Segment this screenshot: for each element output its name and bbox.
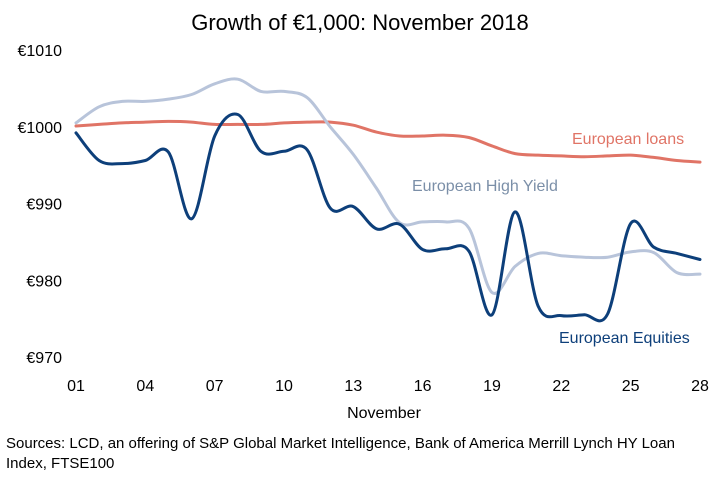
y-tick-label: €970: [26, 350, 62, 367]
x-axis: 01 04 07 10 13 16 19 22 25 28: [67, 378, 709, 395]
x-tick-label: 07: [206, 378, 224, 395]
series-line-european-high-yield: [74, 77, 702, 295]
x-tick-label: 22: [552, 378, 570, 395]
series-label-european-high-yield: European High Yield: [412, 178, 558, 195]
y-tick-label: €980: [26, 273, 62, 290]
series-label-european-loans: European loans: [572, 131, 684, 148]
source-note: Sources: LCD, an offering of S&P Global …: [6, 435, 675, 472]
x-tick-label: 04: [136, 378, 154, 395]
x-axis-title: November: [347, 405, 421, 422]
x-tick-label: 28: [691, 378, 709, 395]
series-label-european-equities: European Equities: [559, 330, 690, 347]
y-axis: €970 €980 €990 €1000 €1010: [18, 43, 63, 367]
x-tick-label: 01: [67, 378, 85, 395]
plot-area: [74, 77, 702, 323]
x-tick-label: 19: [483, 378, 501, 395]
series-line-european-equities: [74, 112, 702, 323]
line-chart: Growth of €1,000: November 2018 €970 €980…: [18, 10, 710, 422]
series-line-european-loans: [74, 119, 702, 164]
x-tick-label: 10: [275, 378, 293, 395]
y-tick-label: €990: [26, 197, 62, 214]
x-tick-label: 13: [344, 378, 362, 395]
y-tick-label: €1000: [18, 120, 63, 137]
y-tick-label: €1010: [18, 43, 63, 60]
x-tick-label: 25: [622, 378, 640, 395]
x-tick-label: 16: [414, 378, 432, 395]
chart-title: Growth of €1,000: November 2018: [191, 10, 529, 35]
